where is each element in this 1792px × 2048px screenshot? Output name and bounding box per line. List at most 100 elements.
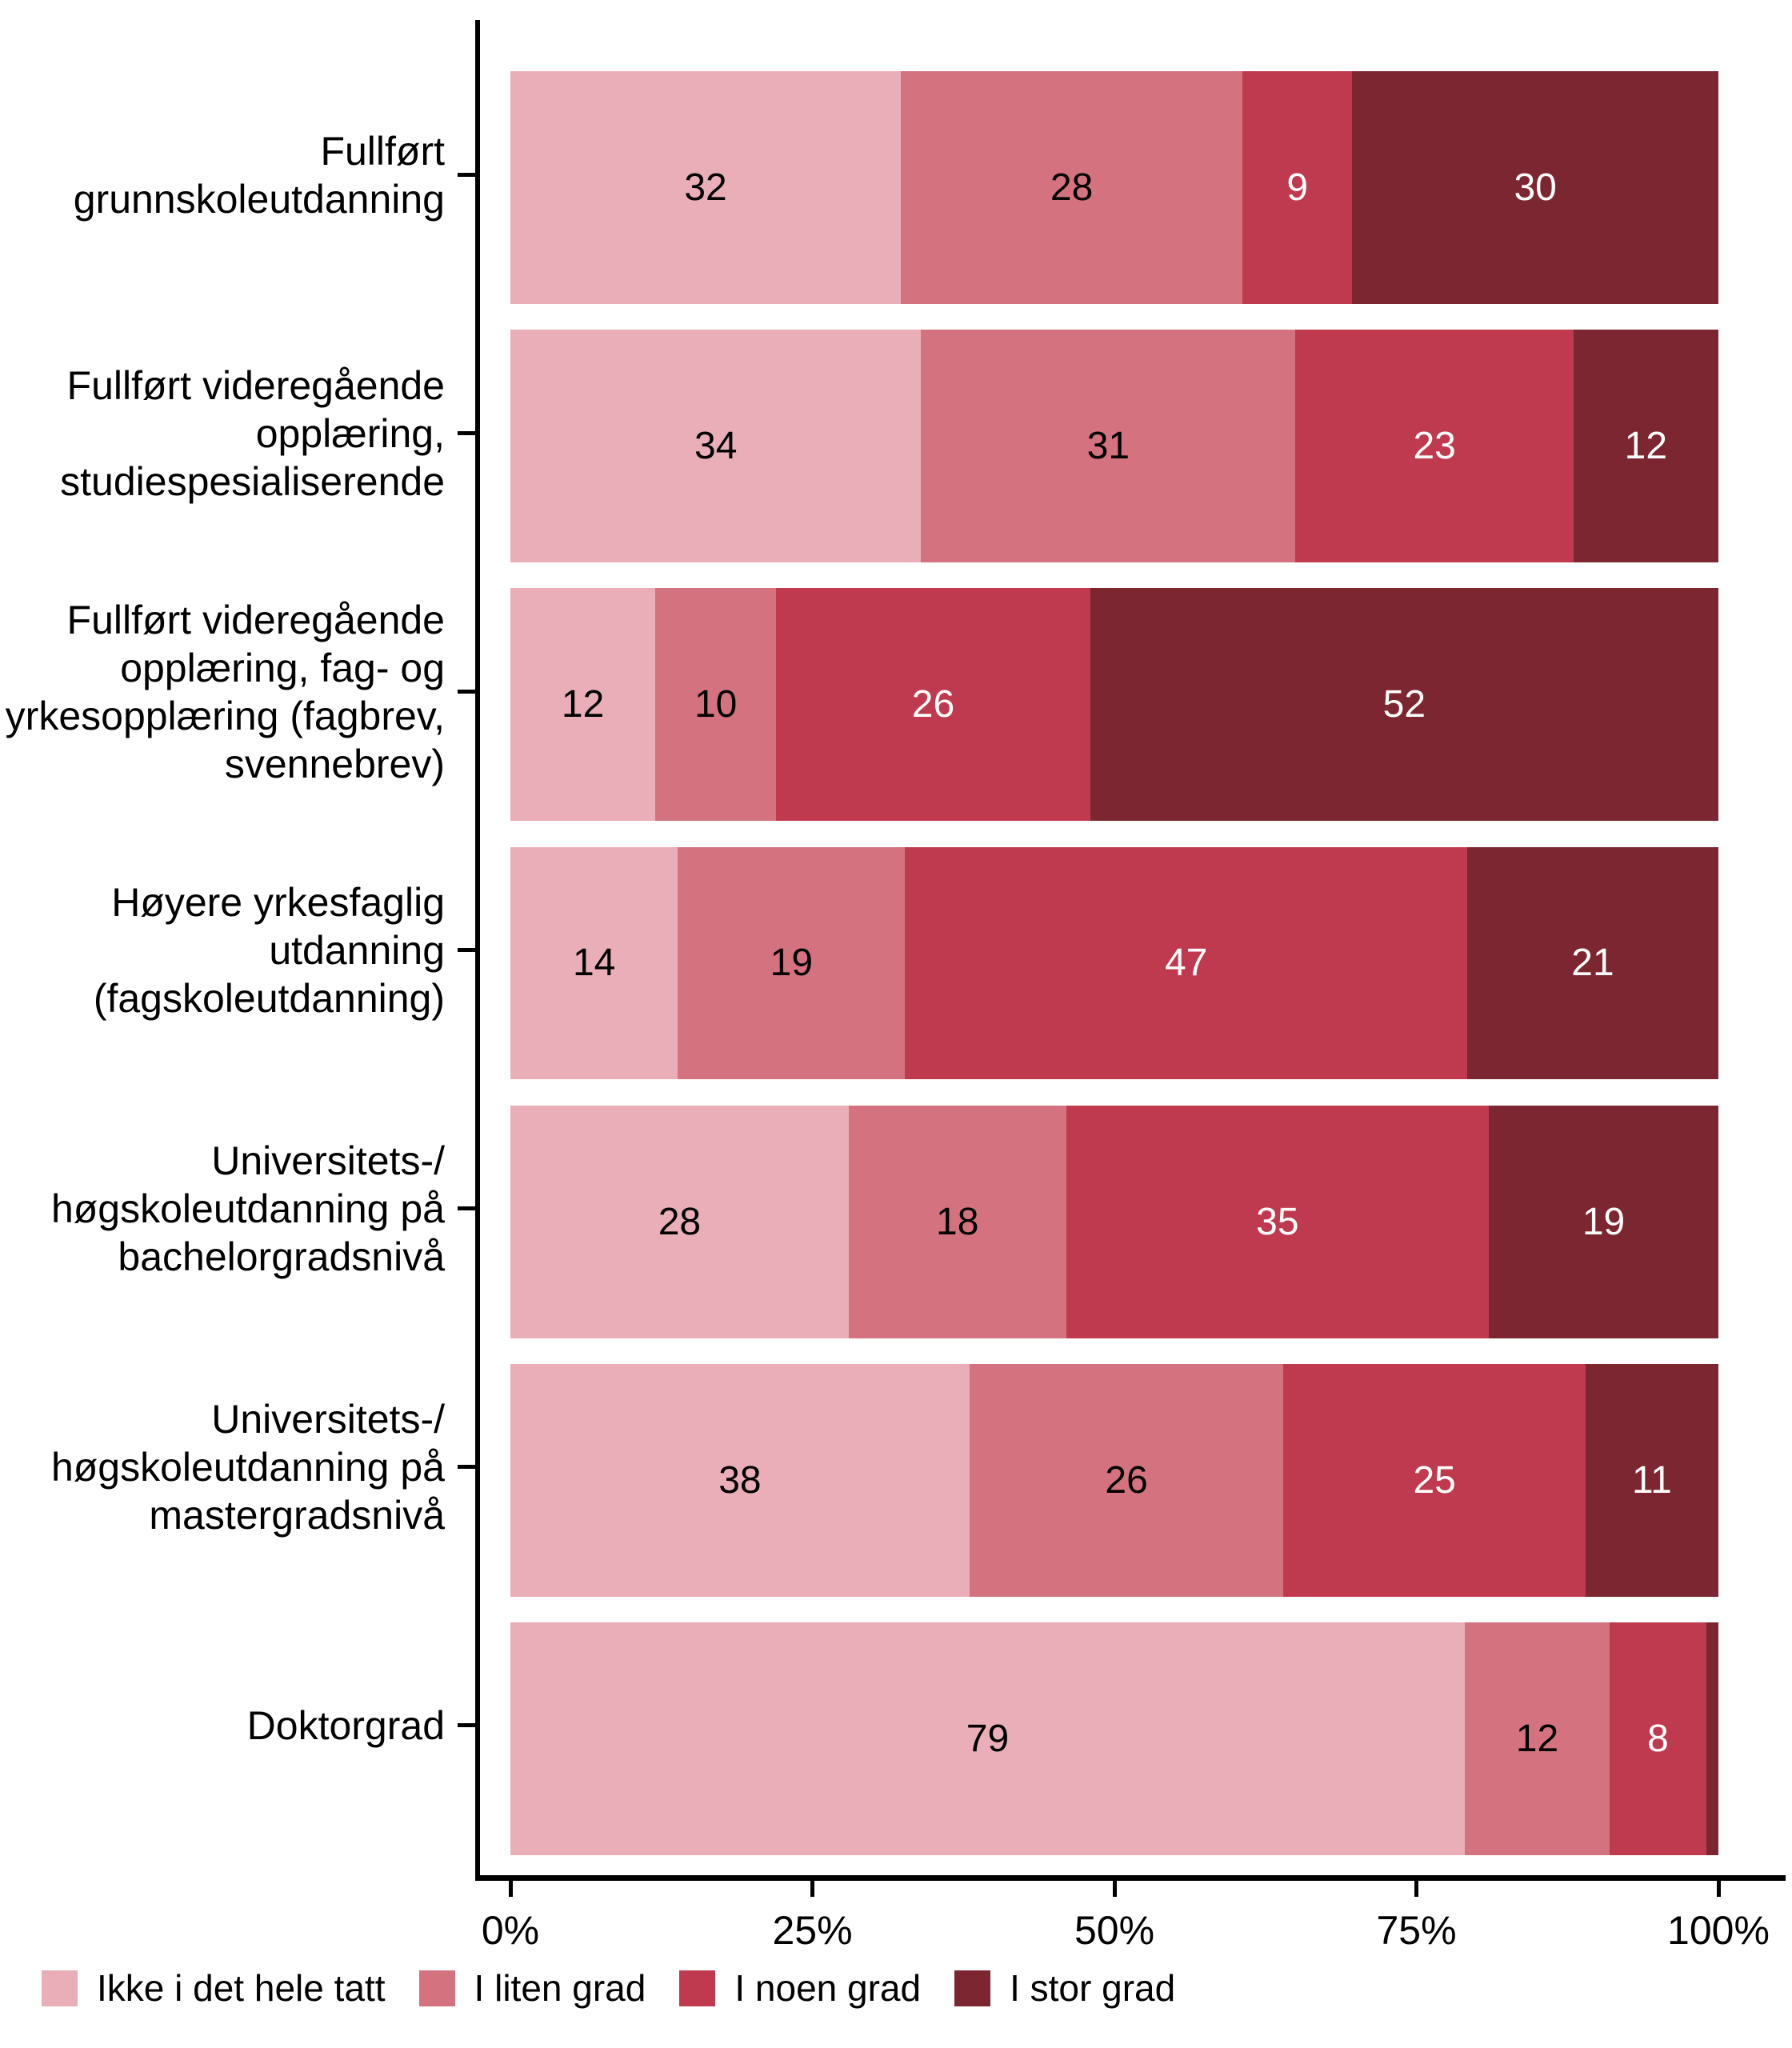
bar-value-label: 79 [966,1717,1010,1760]
bar-value-label: 30 [1514,166,1557,210]
y-axis-label: Universitets-/ høgskoleutdanning på mast… [50,1396,445,1538]
bar-segment: 28 [901,71,1243,304]
bar-value-label: 38 [718,1458,762,1502]
bar-value-label: 19 [1582,1200,1626,1243]
bar-value-label: 18 [936,1200,979,1243]
legend-swatch [679,1970,716,2006]
x-axis-tick [508,1881,513,1897]
bar-row: 38 26 25 11 [510,1351,1718,1610]
legend-item: I stor grad [954,1966,1175,2010]
bar-value-label: 14 [572,942,616,985]
y-axis-tick [458,1465,475,1470]
bar-segment [1706,1622,1718,1855]
legend-label: I liten grad [474,1967,646,2009]
bar-value-label: 11 [1632,1458,1672,1502]
x-axis-tick-label: 25% [772,1908,853,1953]
bar-value-label: 10 [694,683,738,726]
legend: Ikke i det hele tatt I liten grad I noen g… [42,1964,1209,2012]
legend-item: Ikke i det hele tatt [42,1966,386,2010]
x-axis-tick [1414,1881,1418,1897]
bar-value-label: 31 [1086,425,1130,468]
bar-segment: 25 [1283,1363,1586,1597]
legend-item: I noen grad [679,1966,921,2010]
bar-value-label: 26 [911,683,955,726]
legend-label: I stor grad [1010,1967,1176,2009]
bar-segment: 10 [655,588,777,822]
x-axis-tick-label: 75% [1376,1908,1457,1953]
bar-segment: 14 [510,846,678,1080]
stacked-bar: 28 18 35 19 [510,1105,1718,1338]
x-axis-line [475,1875,1786,1881]
bar-value-label: 28 [1050,166,1094,210]
y-axis-label: Høyere yrkesfaglig utdanning (fagskoleut… [93,879,445,1021]
legend-item: I liten grad [418,1966,646,2010]
bar-row: 12 10 26 52 [510,575,1718,834]
bar-segment: 18 [848,1105,1066,1338]
bar-value-label: 35 [1256,1200,1299,1243]
bar-segment: 79 [510,1622,1465,1855]
bar-value-label: 21 [1571,942,1614,985]
bar-value-label: 19 [770,942,814,985]
bar-segment: 26 [969,1363,1284,1597]
bar-row: 28 18 35 19 [510,1093,1718,1351]
bar-value-label: 52 [1382,683,1426,726]
bar-segment: 19 [1489,1105,1718,1338]
bar-segment: 28 [510,1105,849,1338]
bar-segment: 34 [510,330,922,563]
y-axis-label: Fullført videregående opplæring, studies… [60,362,445,504]
y-axis-line [475,20,480,1881]
x-axis-tick [1716,1881,1721,1897]
bar-row: 14 19 47 21 [510,834,1718,1092]
bar-value-label: 25 [1413,1458,1456,1502]
y-axis-tick [458,431,475,436]
legend-swatch [418,1970,455,2006]
y-axis-label: Doktorgrad [246,1702,445,1748]
bar-segment: 47 [905,846,1468,1080]
bar-segment: 52 [1090,588,1718,822]
x-axis-tick-label: 100% [1667,1908,1770,1953]
stacked-bar: 14 19 47 21 [510,846,1718,1080]
x-axis-tick [810,1881,814,1897]
bar-value-label: 9 [1286,166,1309,210]
bar-segment: 31 [921,330,1296,563]
stacked-bar: 38 26 25 11 [510,1363,1718,1597]
bar-segment: 21 [1467,846,1718,1080]
bar-segment: 26 [776,588,1090,822]
bar-value-label: 12 [1515,1717,1559,1760]
stacked-bar: 12 10 26 52 [510,588,1718,822]
y-axis-tick [458,1206,475,1211]
bar-segment: 19 [678,846,906,1080]
bar-segment: 38 [510,1363,970,1597]
bar-segment: 32 [510,71,902,304]
y-axis-tick [458,690,475,694]
stacked-bar: 79 12 8 [510,1622,1718,1855]
legend-swatch [42,1970,78,2006]
bar-value-label: 8 [1647,1717,1669,1760]
bar-value-label: 32 [684,166,727,210]
bars-container: 32 28 9 30 34 31 23 12 12 10 26 52 14 19 47 21 28 18 35 19 3… [510,58,1718,1868]
bar-value-label: 28 [658,1200,702,1243]
bar-row: 32 28 9 30 [510,58,1718,317]
x-axis-tick [1112,1881,1117,1897]
bar-segment: 9 [1242,71,1353,304]
legend-label: Ikke i det hele tatt [97,1967,386,2009]
x-axis-tick-label: 0% [481,1908,540,1953]
bar-segment: 23 [1295,330,1574,563]
y-axis-tick [458,173,475,178]
legend-swatch [954,1970,991,2006]
stacked-bar: 32 28 9 30 [510,71,1718,304]
plot-panel: 32 28 9 30 34 31 23 12 12 10 26 52 14 19 47 21 28 18 35 19 3… [475,20,1786,1881]
bar-segment: 11 [1585,1363,1718,1597]
bar-segment: 12 [510,588,656,822]
stacked-bar: 34 31 23 12 [510,330,1718,563]
y-axis-label: Fullført grunnskoleutdanning [73,128,445,222]
bar-value-label: 26 [1105,1458,1148,1502]
y-axis-label: Universitets-/ høgskoleutdanning på bach… [50,1138,445,1279]
x-axis-tick-label: 50% [1074,1908,1155,1953]
bar-row: 79 12 8 [510,1610,1718,1868]
bar-segment: 12 [1464,1622,1610,1855]
y-axis-label: Fullført videregående opplæring, fag- og… [5,597,445,786]
bar-segment: 30 [1352,71,1718,304]
bar-segment: 12 [1573,330,1718,563]
